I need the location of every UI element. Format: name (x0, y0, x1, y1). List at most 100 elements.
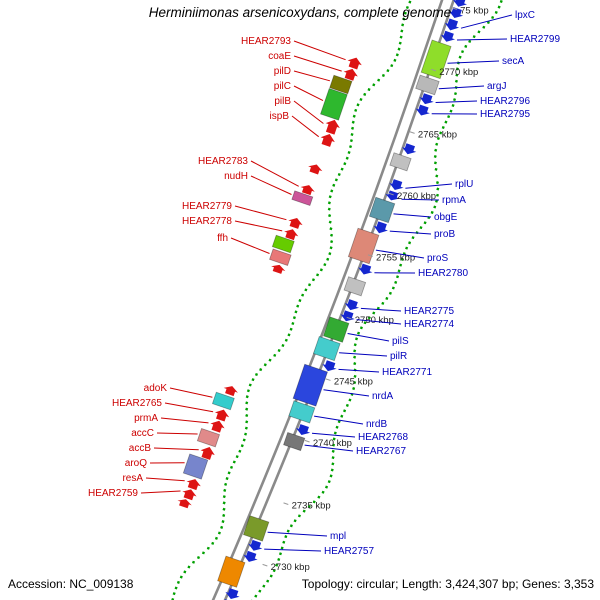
gene-label-HEAR2780[interactable]: HEAR2780 (418, 268, 468, 279)
gene-glyph-HEAR2783[interactable] (299, 183, 316, 196)
gene-glyph-HEAR2795[interactable] (414, 104, 431, 118)
gene-glyph-aroQ[interactable] (182, 453, 209, 480)
gene-label-HEAR2778[interactable]: HEAR2778 (182, 216, 232, 227)
gene-glyph[interactable] (389, 152, 412, 172)
gene-glyph-coaE[interactable] (342, 67, 360, 82)
gene-label-HEAR2775[interactable]: HEAR2775 (404, 306, 454, 317)
gene-glyph-nrdB[interactable] (288, 400, 316, 424)
ruler-tick-label: 2765 kbp (418, 130, 457, 141)
gene-glyph-resA[interactable] (185, 477, 202, 491)
gene-glyph-rpmA[interactable] (384, 189, 401, 202)
gene-glyph-HEAR2771[interactable] (321, 359, 338, 373)
gene-label-pilB[interactable]: pilB (274, 96, 291, 107)
gene-glyph-HEAR2778[interactable] (282, 227, 299, 241)
gc-dot (268, 358, 272, 362)
gene-label-pilC[interactable]: pilC (274, 81, 291, 92)
gene-glyph[interactable] (270, 262, 287, 274)
gene-glyph-pilC[interactable] (320, 87, 348, 121)
gene-glyph-HEAR2765[interactable] (213, 407, 231, 422)
gene-label-accC[interactable]: accC (131, 428, 154, 439)
gene-label-pilR[interactable]: pilR (390, 351, 407, 362)
gene-label-ispB[interactable]: ispB (270, 111, 290, 122)
gene-glyph-HEAR2759[interactable] (181, 487, 198, 501)
gene-glyph-adoK[interactable] (211, 391, 235, 411)
gene-glyph[interactable] (343, 276, 367, 297)
gene-glyph-nrdA[interactable] (292, 363, 328, 407)
gene-glyph-lpxC[interactable] (443, 18, 461, 33)
gene-label-lpxC[interactable]: lpxC (515, 10, 535, 21)
gene-glyph-argJ[interactable] (415, 74, 440, 96)
gene-glyph-prmA[interactable] (209, 418, 227, 433)
gene-label-HEAR2793[interactable]: HEAR2793 (241, 36, 291, 47)
gene-label-HEAR2799[interactable]: HEAR2799 (510, 34, 560, 45)
gene-glyph-HEAR2793[interactable] (346, 55, 364, 70)
gene-label-argJ[interactable]: argJ (487, 81, 506, 92)
gene-glyph-HEAR2757[interactable] (247, 539, 264, 553)
gene-label-HEAR2771[interactable]: HEAR2771 (382, 367, 432, 378)
ruler-tick-label: 2755 kbp (376, 253, 415, 264)
gene-glyph[interactable] (242, 550, 259, 564)
gene-glyph[interactable] (447, 6, 464, 20)
gene-glyph-HEAR2779[interactable] (287, 216, 304, 230)
gene-label-aroQ[interactable]: aroQ (125, 458, 147, 469)
gene-glyph-HEAR2799[interactable] (439, 30, 456, 44)
gene-label-proB[interactable]: proB (434, 229, 455, 240)
gene-label-HEAR2767[interactable]: HEAR2767 (356, 446, 406, 457)
gene-glyph-HEAR2768[interactable] (294, 423, 311, 437)
gene-label-prmA[interactable]: prmA (134, 413, 158, 424)
gene-glyph-rplU[interactable] (388, 178, 405, 192)
gene-glyph[interactable] (451, 0, 468, 9)
gene-glyph-HEAR2767[interactable] (283, 431, 306, 452)
gene-label-HEAR2795[interactable]: HEAR2795 (480, 109, 530, 120)
gene-glyph-obgE[interactable] (368, 196, 396, 224)
gene-label-HEAR2779[interactable]: HEAR2779 (182, 201, 232, 212)
gene-label-HEAR2774[interactable]: HEAR2774 (404, 319, 454, 330)
gene-glyph-proB[interactable] (372, 220, 390, 235)
gene-label-mpl[interactable]: mpl (330, 531, 346, 542)
gene-label-rplU[interactable]: rplU (455, 179, 473, 190)
gene-glyph-ffh[interactable] (269, 248, 292, 266)
gene-glyph[interactable] (224, 587, 241, 600)
gene-glyph[interactable] (271, 234, 295, 254)
gene-glyph[interactable] (222, 384, 239, 397)
gene-glyph-HEAR2780[interactable] (357, 263, 374, 277)
gene-label-HEAR2783[interactable]: HEAR2783 (198, 156, 248, 167)
gene-label-HEAR2759[interactable]: HEAR2759 (88, 488, 138, 499)
gene-label-rpmA[interactable]: rpmA (442, 195, 466, 206)
gene-glyph[interactable] (176, 497, 193, 509)
gene-glyph-proS[interactable] (347, 227, 380, 265)
gene-label-secA[interactable]: secA (502, 56, 525, 67)
gene-glyph-ispB[interactable] (319, 132, 337, 148)
gene-label-resA[interactable]: resA (122, 473, 143, 484)
gene-label-coaE[interactable]: coaE (268, 51, 291, 62)
gene-label-obgE[interactable]: obgE (434, 212, 458, 223)
gene-glyph-pilS[interactable] (323, 316, 350, 343)
gene-label-HEAR2757[interactable]: HEAR2757 (324, 546, 374, 557)
gene-glyph-accC[interactable] (196, 427, 221, 448)
gene-label-nrdA[interactable]: nrdA (372, 391, 393, 402)
gene-label-HEAR2796[interactable]: HEAR2796 (480, 96, 530, 107)
gene-glyph-accB[interactable] (199, 445, 217, 461)
gene-glyph-nudH[interactable] (291, 190, 314, 206)
gene-label-nudH[interactable]: nudH (224, 171, 248, 182)
gene-glyph-HEAR2796[interactable] (418, 92, 435, 106)
gene-label-proS[interactable]: proS (427, 253, 448, 264)
gene-glyph-secA[interactable] (420, 39, 452, 80)
gene-glyph-HEAR2775[interactable] (343, 298, 360, 312)
gene-label-pilS[interactable]: pilS (392, 336, 409, 347)
gene-glyph-pilB[interactable] (323, 117, 342, 135)
gene-glyph-pilR[interactable] (312, 335, 341, 362)
gene-label-nrdB[interactable]: nrdB (366, 419, 387, 430)
gene-label-HEAR2765[interactable]: HEAR2765 (112, 398, 162, 409)
gene-glyph-pilD[interactable] (329, 74, 353, 95)
gene-glyph[interactable] (400, 142, 417, 156)
gene-glyph[interactable] (217, 555, 246, 588)
gc-dot (388, 291, 392, 295)
gene-label-HEAR2768[interactable]: HEAR2768 (358, 432, 408, 443)
gene-label-ffh[interactable]: ffh (217, 233, 228, 244)
gene-label-accB[interactable]: accB (129, 443, 152, 454)
gene-glyph-mpl[interactable] (242, 515, 270, 542)
gene-glyph[interactable] (307, 162, 324, 175)
gene-label-pilD[interactable]: pilD (274, 66, 291, 77)
gene-label-adoK[interactable]: adoK (144, 383, 168, 394)
